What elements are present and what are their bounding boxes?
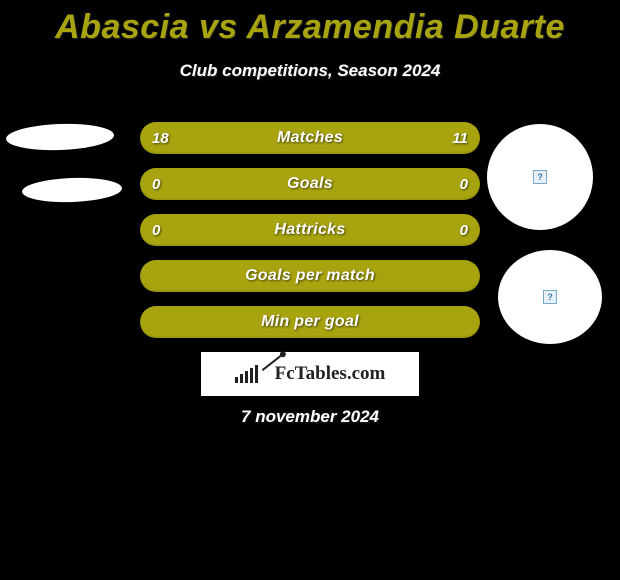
stat-label: Min per goal <box>261 313 359 331</box>
logo-text: FcTables.com <box>275 363 386 385</box>
club-logo-left-2 <box>22 176 123 203</box>
stat-label: Goals <box>287 175 333 193</box>
stat-row-goals-per-match: Goals per match <box>140 260 480 292</box>
placeholder-icon: ? <box>533 170 547 184</box>
stat-left-value: 0 <box>152 176 160 193</box>
stat-label: Matches <box>277 129 343 147</box>
stat-row-hattricks: 0 Hattricks 0 <box>140 214 480 246</box>
stat-row-goals: 0 Goals 0 <box>140 168 480 200</box>
stat-label: Hattricks <box>274 221 345 239</box>
placeholder-icon: ? <box>543 290 557 304</box>
subtitle: Club competitions, Season 2024 <box>0 61 620 81</box>
club-logo-right-1: ? <box>487 124 593 230</box>
stat-left-value: 18 <box>152 130 169 147</box>
stat-right-value: 0 <box>460 176 468 193</box>
logo-bars-icon <box>235 363 265 383</box>
club-logo-right-2: ? <box>498 250 602 344</box>
page-title: Abascia vs Arzamendia Duarte <box>0 0 620 47</box>
stats-container: 18 Matches 11 0 Goals 0 0 Hattricks 0 Go… <box>140 122 480 352</box>
stat-left-value: 0 <box>152 222 160 239</box>
club-logo-left-1 <box>6 122 115 152</box>
stat-right-value: 11 <box>452 130 468 147</box>
fctables-logo: FcTables.com <box>201 352 419 396</box>
date-label: 7 november 2024 <box>0 407 620 427</box>
stat-row-min-per-goal: Min per goal <box>140 306 480 338</box>
stat-label: Goals per match <box>245 267 375 285</box>
stat-row-matches: 18 Matches 11 <box>140 122 480 154</box>
stat-right-value: 0 <box>460 222 468 239</box>
